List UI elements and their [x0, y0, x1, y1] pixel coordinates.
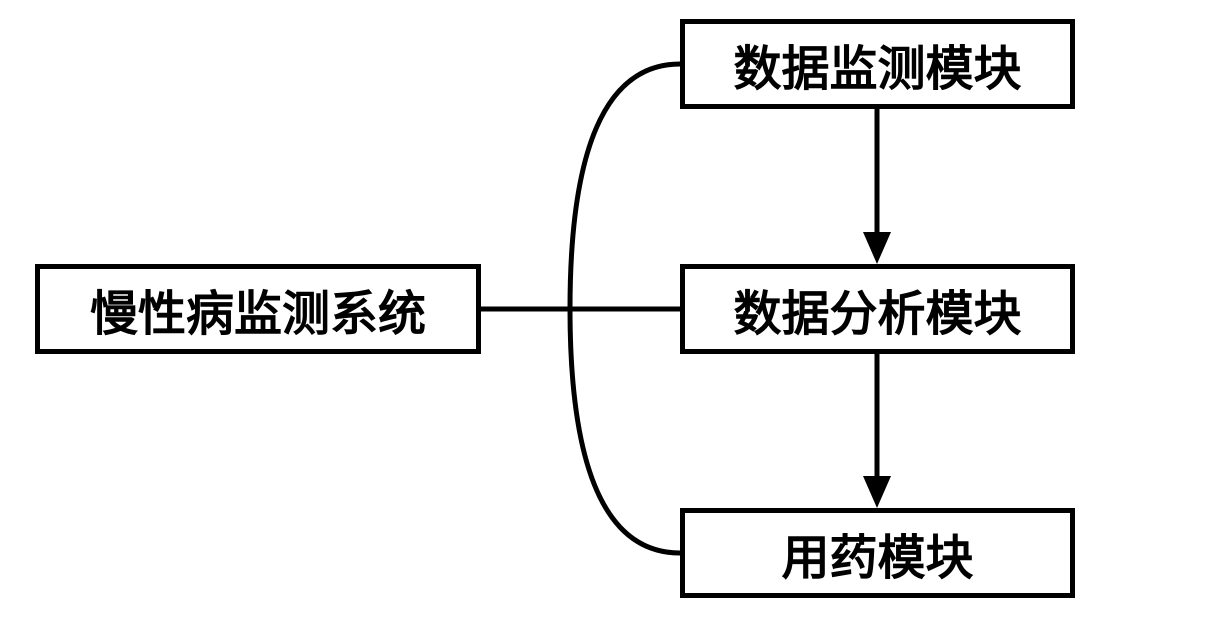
node-label: 数据监测模块: [733, 29, 1021, 99]
node-medication-module: 用药模块: [680, 508, 1075, 598]
node-data-monitoring-module: 数据监测模块: [680, 19, 1075, 109]
node-label: 数据分析模块: [733, 274, 1021, 344]
node-data-analysis-module: 数据分析模块: [680, 264, 1075, 354]
node-label: 慢性病监测系统: [90, 274, 426, 344]
node-label: 用药模块: [781, 518, 973, 588]
node-chronic-disease-system: 慢性病监测系统: [35, 264, 481, 354]
